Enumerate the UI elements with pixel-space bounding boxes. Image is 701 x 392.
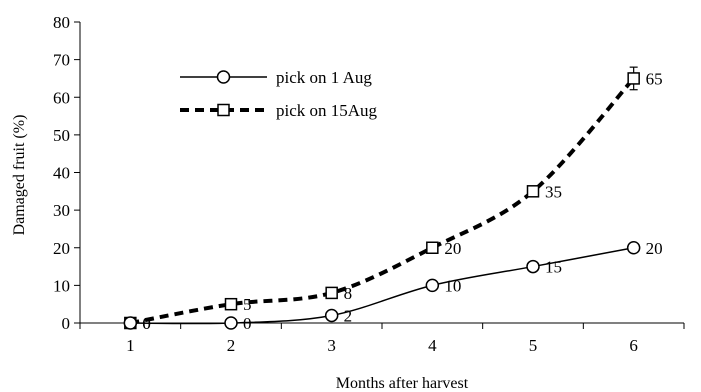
series-15aug-point (426, 241, 439, 254)
legend-marker (216, 70, 231, 84)
x-tick-label: 1 (126, 336, 135, 355)
y-tick-label: 60 (53, 88, 70, 107)
data-label: 5 (243, 295, 252, 314)
x-tick-label: 2 (227, 336, 236, 355)
legend-item-1aug: pick on 1 Aug (180, 68, 372, 87)
y-tick-label: 30 (53, 201, 70, 220)
data-label: 20 (646, 239, 663, 258)
legend-item-15aug: pick on 15Aug (180, 101, 378, 120)
series-1aug: 0 0 2 10 15 20 (123, 239, 663, 333)
y-tick-label: 80 (53, 13, 70, 32)
series-1aug-point (626, 241, 641, 255)
x-tick-label: 5 (529, 336, 538, 355)
data-label: 0 (142, 314, 151, 333)
x-tick-label: 3 (327, 336, 336, 355)
y-tick-label: 70 (53, 51, 70, 70)
data-label: 8 (344, 284, 353, 303)
series-1aug-line (130, 247, 634, 325)
series-15aug-point (526, 185, 540, 198)
data-label: 2 (344, 306, 353, 325)
x-axis-title: Months after harvest (336, 375, 469, 392)
series-1aug-point (324, 308, 339, 323)
series-15aug-point (325, 286, 338, 300)
series-1aug-point (425, 278, 440, 293)
data-label: 10 (444, 276, 461, 295)
series-1aug-point (224, 316, 238, 330)
legend-marker (217, 103, 230, 117)
data-label: 35 (545, 182, 562, 201)
series-15aug-point (627, 72, 640, 85)
data-label: 20 (444, 239, 461, 258)
data-label: 15 (545, 258, 562, 277)
y-tick-label: 50 (53, 126, 70, 145)
data-label: 0 (243, 314, 252, 333)
legend-label: pick on 15Aug (276, 101, 378, 120)
series-1aug-point (123, 316, 138, 330)
legend: pick on 1 Aug pick on 15Aug (180, 68, 378, 120)
y-tick-label: 10 (53, 276, 70, 295)
y-axis-title: Damaged fruit (%) (11, 115, 28, 236)
series-15aug-point (224, 297, 238, 311)
y-tick-label: 40 (53, 164, 70, 183)
y-tick-label: 20 (53, 239, 70, 258)
series-1aug-point (526, 259, 540, 274)
data-label: 65 (646, 69, 663, 88)
x-tick-label: 4 (428, 336, 437, 355)
legend-label: pick on 1 Aug (276, 68, 372, 87)
x-tick-label: 6 (629, 336, 638, 355)
series-15aug-line (129, 77, 636, 325)
y-tick-label: 0 (62, 314, 71, 333)
